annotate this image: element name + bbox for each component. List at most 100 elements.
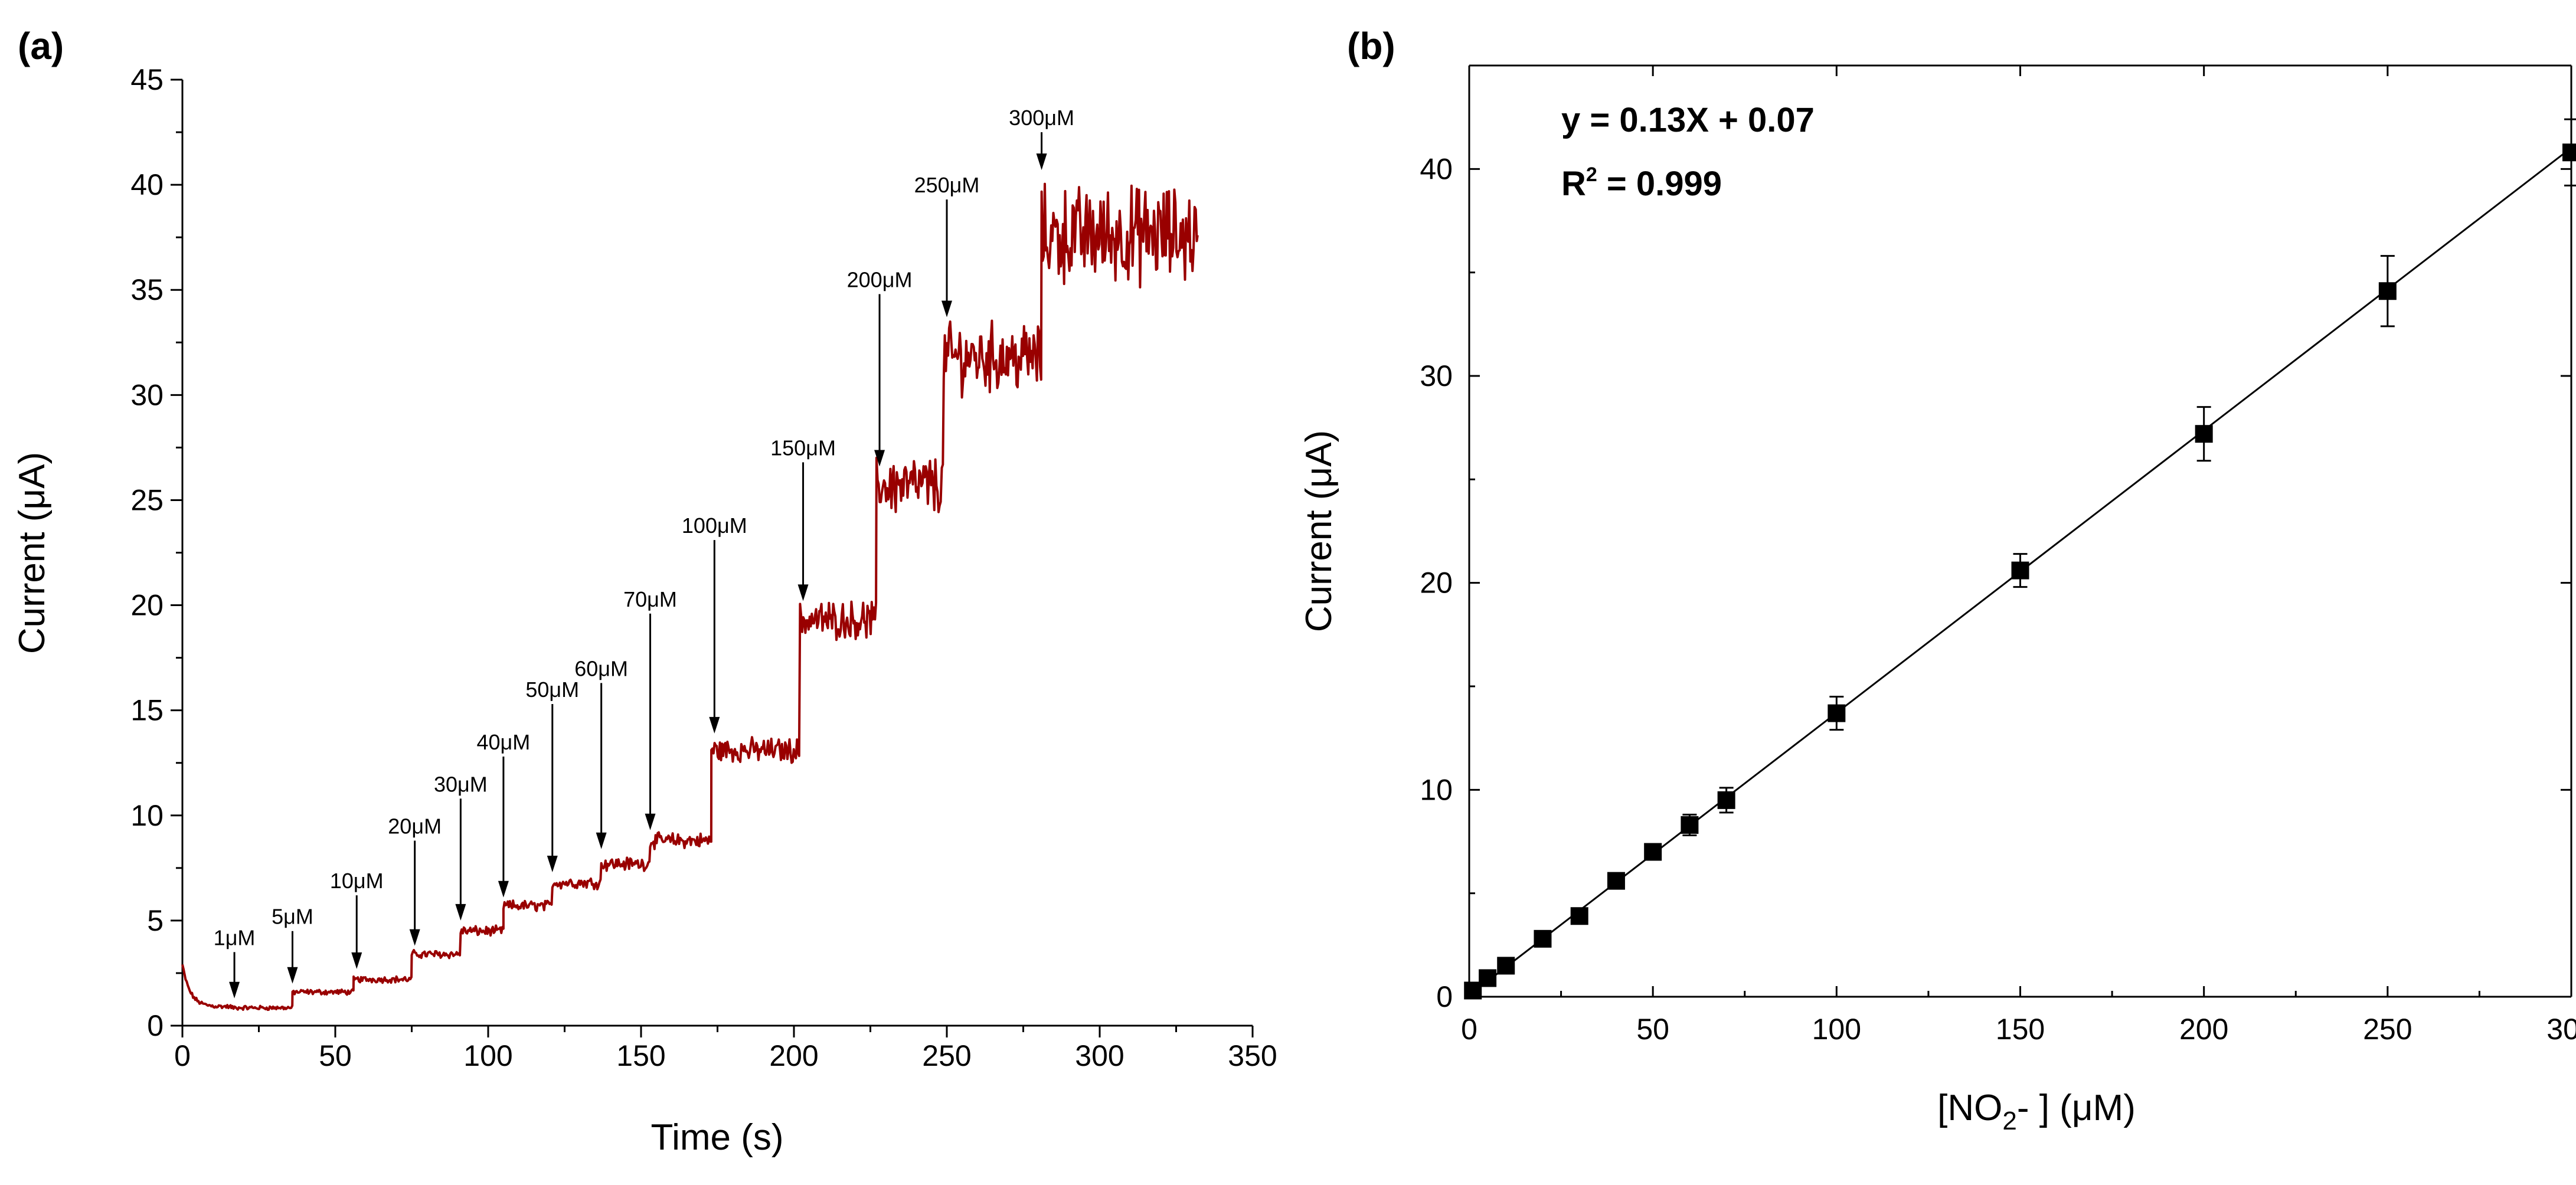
panel-a-y-tick-label: 20 xyxy=(130,589,164,622)
panel-a-y-tick-label: 25 xyxy=(130,483,164,516)
annotation-label: 50μM xyxy=(525,677,579,702)
panel-a-x-tick-label: 50 xyxy=(319,1039,352,1072)
data-marker xyxy=(2195,425,2213,443)
panel-b-x-label: [NO2- ] (μM) xyxy=(1937,1088,2136,1135)
panel-a-y-tick-label: 10 xyxy=(130,799,164,832)
panel-a-y-tick-label: 40 xyxy=(130,168,164,201)
data-marker xyxy=(2562,143,2576,162)
data-marker xyxy=(2011,561,2029,580)
panel-b-x-tick-label: 300 xyxy=(2546,1013,2576,1046)
annotation-label: 30μM xyxy=(434,772,488,796)
concentration-annotation: 10μM xyxy=(330,869,384,969)
panel-a-x-tick-label: 150 xyxy=(616,1039,665,1072)
panel-a-x-tick-label: 200 xyxy=(769,1039,818,1072)
concentration-annotation: 70μM xyxy=(623,587,677,830)
panel-b-y-tick-label: 20 xyxy=(1420,567,1453,600)
annotation-label: 250μM xyxy=(914,173,980,197)
data-point xyxy=(1828,696,1846,731)
panel-a-x-tick-label: 350 xyxy=(1228,1039,1277,1072)
fit-r-squared: R2 = 0.999 xyxy=(1561,163,1722,203)
panel-a-x-tick-label: 300 xyxy=(1075,1039,1124,1072)
concentration-annotation: 5μM xyxy=(272,905,313,984)
concentration-annotation: 50μM xyxy=(525,677,579,872)
panel-a-x-tick-label: 250 xyxy=(922,1039,971,1072)
panel-b-x-tick-label: 50 xyxy=(1636,1013,1669,1046)
annotation-label: 1μM xyxy=(214,925,256,950)
annotation-label: 40μM xyxy=(477,730,531,754)
data-marker xyxy=(1717,791,1735,809)
data-point xyxy=(1570,907,1588,925)
annotation-arrow-head xyxy=(498,880,509,898)
concentration-annotation: 200μM xyxy=(847,267,913,467)
concentration-annotation: 30μM xyxy=(434,772,488,921)
panel-a-label: (a) xyxy=(18,25,64,67)
panel-a-y-tick-label: 5 xyxy=(147,904,164,937)
data-point xyxy=(1479,969,1497,987)
annotation-arrow-head xyxy=(942,300,952,317)
data-point xyxy=(1497,957,1515,975)
panel-a-x-tick-label: 100 xyxy=(463,1039,512,1072)
annotation-arrow-head xyxy=(596,832,607,849)
panel-b-y-label: Current (μA) xyxy=(1299,430,1339,632)
annotation-label: 100μM xyxy=(682,513,747,538)
panel-a-x-label: Time (s) xyxy=(651,1117,784,1158)
data-point xyxy=(1534,929,1552,948)
annotation-label: 60μM xyxy=(574,656,628,680)
annotation-arrow-head xyxy=(874,450,885,467)
panel-a-x-tick-label: 0 xyxy=(174,1039,191,1072)
panel-a-y-tick-label: 30 xyxy=(130,378,164,411)
concentration-annotation: 40μM xyxy=(477,730,531,898)
data-marker xyxy=(2378,282,2397,300)
concentration-annotation: 300μM xyxy=(1009,106,1074,171)
data-point xyxy=(1607,872,1625,890)
concentration-annotation: 60μM xyxy=(574,656,628,849)
annotation-label: 300μM xyxy=(1009,106,1074,130)
concentration-annotation: 1μM xyxy=(214,925,256,999)
data-marker xyxy=(1607,872,1625,890)
panel-b-data-points xyxy=(1464,118,2576,1000)
annotation-label: 70μM xyxy=(623,587,677,611)
data-marker xyxy=(1644,843,1662,861)
annotation-label: 10μM xyxy=(330,869,384,893)
panel-a-y-tick-label: 15 xyxy=(130,694,164,727)
panel-a-y-tick-label: 0 xyxy=(147,1009,164,1042)
data-point xyxy=(1681,813,1699,836)
data-point xyxy=(2562,118,2576,186)
concentration-annotation: 250μM xyxy=(914,173,980,317)
panel-b-y-tick-label: 30 xyxy=(1420,359,1453,392)
panel-a-y-tick-label: 35 xyxy=(130,273,164,306)
data-marker xyxy=(1570,907,1588,925)
annotation-arrow-head xyxy=(645,813,656,830)
data-point xyxy=(1717,787,1735,814)
data-marker xyxy=(1828,704,1846,722)
annotation-arrow-head xyxy=(547,855,558,872)
data-marker xyxy=(1534,929,1552,948)
annotation-label: 200μM xyxy=(847,267,913,292)
panel-b-label: (b) xyxy=(1347,25,1395,67)
panel-b-x-tick-label: 0 xyxy=(1461,1013,1477,1046)
panel-b-y-ticks: 0 10 20 30 40 xyxy=(1420,152,2571,1013)
panel-b-x-tick-label: 250 xyxy=(2363,1013,2412,1046)
annotation-arrow-head xyxy=(1036,153,1047,171)
annotation-arrow-head xyxy=(287,967,298,984)
panel-a-y-tick-label: 45 xyxy=(130,63,164,96)
panel-a-y-label: Current (μA) xyxy=(12,452,53,654)
panel-b-x-ticks: 0 50 100 150 200 250 300 xyxy=(1461,66,2576,1046)
data-point xyxy=(2195,406,2213,462)
annotation-arrow-head xyxy=(351,952,362,969)
panel-a: (a) 0 50 100 150 200 250 300 350 0 5 10 15 20 25 30 35… xyxy=(12,25,1277,1158)
data-point xyxy=(1644,843,1662,861)
data-marker xyxy=(1479,969,1497,987)
annotation-arrow-head xyxy=(709,716,720,734)
concentration-annotation: 150μM xyxy=(770,436,836,601)
data-marker xyxy=(1497,957,1515,975)
concentration-annotation: 20μM xyxy=(388,814,442,946)
panel-b-x-tick-label: 100 xyxy=(1812,1013,1861,1046)
annotation-label: 150μM xyxy=(770,436,836,460)
data-marker xyxy=(1681,816,1699,834)
data-point xyxy=(2378,255,2397,328)
current-trace-line xyxy=(181,182,1199,1011)
annotation-arrow-head xyxy=(409,929,420,946)
annotation-label: 5μM xyxy=(272,905,313,929)
